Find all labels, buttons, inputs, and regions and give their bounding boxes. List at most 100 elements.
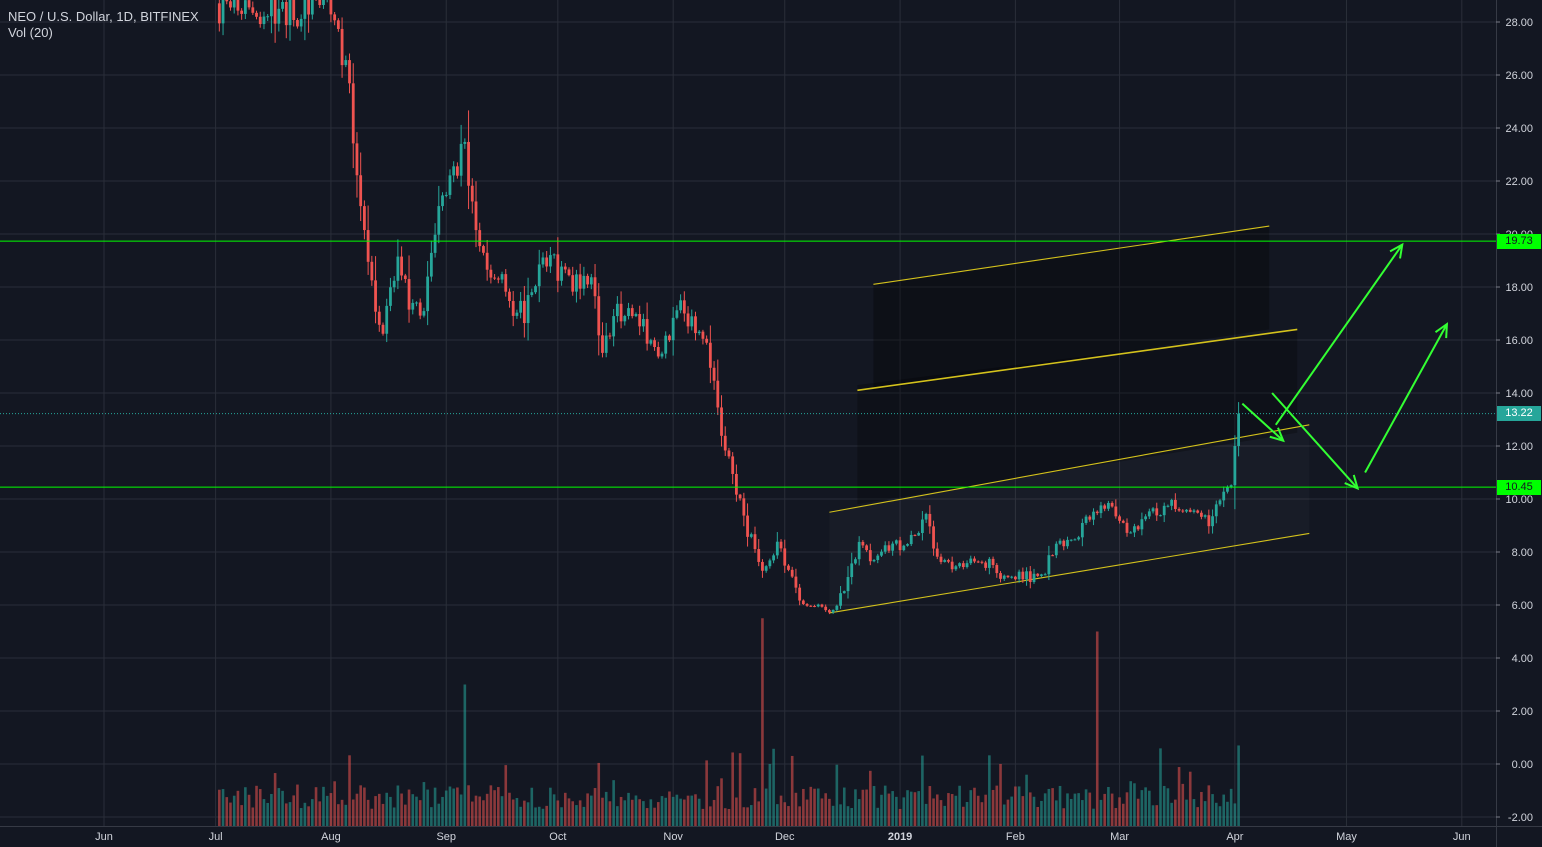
volume-bar [716, 786, 720, 826]
volume-bar [359, 785, 362, 826]
candle-body [418, 302, 422, 316]
candle-body [329, 0, 333, 15]
volume-bar [638, 799, 641, 826]
candle-body [712, 367, 716, 381]
volume-bar [262, 799, 266, 826]
candle-body [727, 450, 731, 457]
candle-body [935, 548, 939, 557]
volume-bar [593, 788, 597, 826]
candle-body [225, 0, 229, 2]
volume-bar [939, 800, 943, 826]
candle-body [407, 279, 411, 310]
candle-body [411, 302, 415, 310]
arrow-shaft [1271, 392, 1359, 490]
volume-bar [712, 799, 716, 826]
candle-body [478, 230, 482, 247]
candle-body [1133, 526, 1136, 533]
volume-bar [1237, 745, 1240, 826]
volume-bar [519, 806, 522, 826]
candle-body [426, 276, 430, 312]
candle-body [385, 305, 389, 334]
volume-bar [251, 807, 255, 826]
volume-bar [947, 793, 950, 826]
volume-bar [377, 793, 381, 826]
volume-indicator-label[interactable]: Vol (20) [8, 25, 53, 40]
candle-body [816, 604, 820, 607]
volume-bar [541, 808, 545, 826]
volume-bar [1151, 805, 1155, 826]
candle-body [441, 195, 444, 207]
volume-bar [935, 794, 939, 826]
volume-bar [1010, 796, 1013, 826]
volume-bar [504, 765, 508, 826]
volume-bar [746, 807, 749, 826]
volume-bar [701, 808, 705, 826]
volume-bar [1188, 771, 1192, 826]
candle-body [1051, 555, 1054, 557]
volume-bar [1207, 785, 1211, 826]
volume-bar [727, 808, 731, 826]
channel-line [857, 328, 1298, 392]
volume-bar [344, 804, 348, 826]
candle-body [824, 606, 828, 611]
candle-body [976, 561, 980, 563]
candle-body [749, 534, 753, 537]
volume-bar [783, 802, 787, 826]
candle-body [619, 303, 623, 322]
candle-body [467, 141, 470, 186]
candle-body [783, 548, 787, 566]
volume-bar [749, 805, 753, 826]
volume-bar [325, 795, 329, 826]
volume-bar [508, 792, 511, 826]
symbol-title[interactable]: NEO / U.S. Dollar, 1D, BITFINEX [8, 9, 199, 24]
candle-body [909, 534, 913, 545]
candle-body [1006, 575, 1010, 578]
candle-body [344, 60, 348, 66]
volume-bar [1002, 804, 1006, 826]
level-price-label: 10.45 [1497, 479, 1541, 495]
volume-bar [1017, 786, 1021, 826]
candle-body [296, 20, 299, 27]
volume-bar [597, 762, 601, 826]
candle-body [969, 558, 973, 564]
candle-body [374, 280, 377, 312]
candle-body [735, 473, 738, 495]
volume-bar [619, 796, 623, 826]
volume-bar [474, 795, 478, 826]
volume-bar [452, 788, 455, 826]
horizontal-levels [0, 240, 1496, 488]
candle-body [697, 331, 701, 334]
candle-body [679, 300, 682, 311]
candle-body [240, 10, 244, 14]
candle-body [984, 562, 988, 568]
candle-body [1229, 485, 1233, 488]
volume-bar [906, 790, 909, 826]
volume-bar [984, 794, 987, 826]
candle-body [459, 143, 463, 176]
time-tick-label: Nov [663, 831, 683, 843]
candle-body [1047, 555, 1051, 575]
price-tick-label: 0.00 [1512, 759, 1533, 771]
candle-body [515, 312, 519, 316]
candle-body [880, 551, 883, 556]
volume-bar [467, 785, 470, 826]
candle-body [1200, 512, 1203, 517]
projection-arrows [1241, 242, 1449, 491]
candle-body [1014, 576, 1017, 580]
volume-bar [489, 785, 493, 826]
volume-bar [322, 786, 325, 826]
candle-body [708, 342, 712, 368]
candle-body [1185, 509, 1188, 512]
volume-bar [307, 806, 310, 826]
arrow-shaft [1274, 244, 1404, 426]
candle-body [861, 541, 865, 546]
candle-body [1032, 573, 1036, 583]
time-tick-label: Jun [1453, 831, 1471, 843]
candle-body [530, 292, 534, 296]
volume-bar [898, 808, 902, 826]
volume-bar [441, 796, 444, 826]
volume-bar [921, 755, 924, 826]
volume-bar [586, 793, 589, 826]
volume-bar [1095, 631, 1099, 826]
